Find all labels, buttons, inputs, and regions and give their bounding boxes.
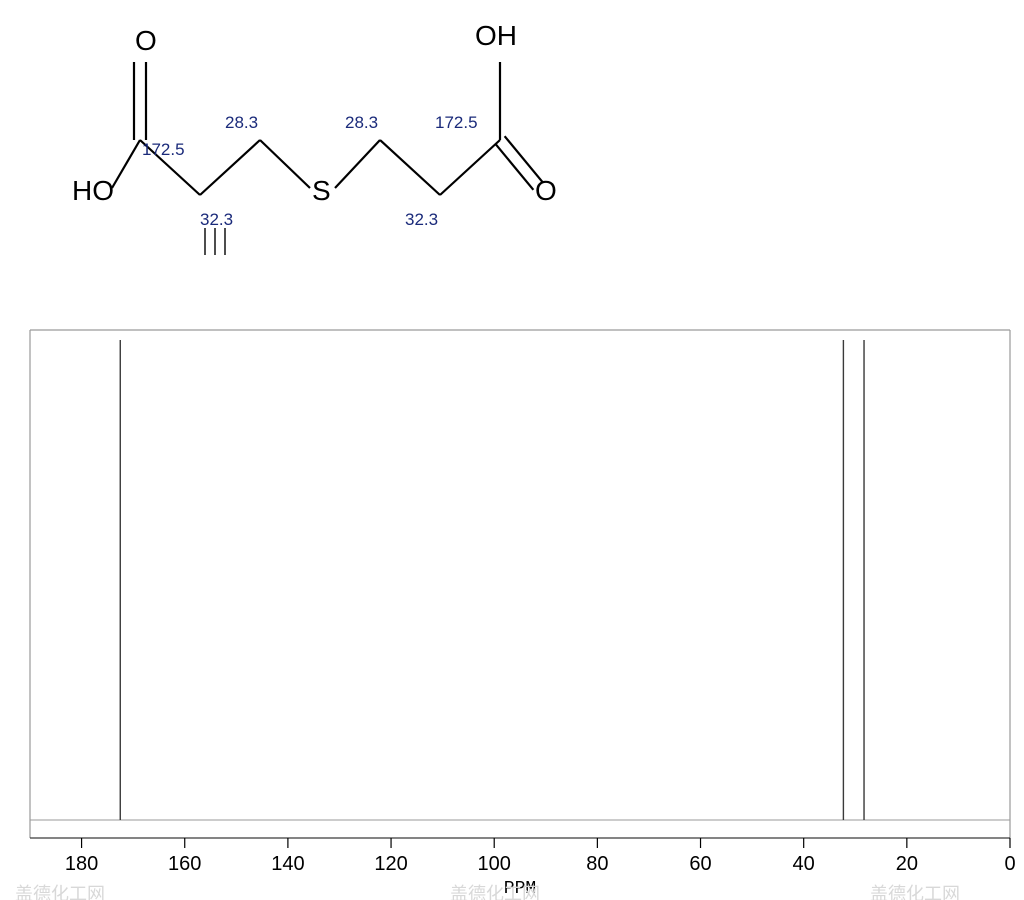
chemical-shift-label: 172.5	[142, 140, 185, 159]
chemical-shift-label: 172.5	[435, 113, 478, 132]
bond-line	[440, 140, 500, 195]
atom-label: HO	[72, 175, 114, 206]
figure-canvas: OHOSOHO172.528.328.3172.532.332.31801601…	[0, 0, 1024, 900]
chemical-shift-label: 28.3	[345, 113, 378, 132]
x-axis-label: PPM	[504, 879, 536, 899]
chemical-shift-label: 32.3	[405, 210, 438, 229]
bond-line	[495, 144, 533, 190]
chemical-shift-label: 32.3	[200, 210, 233, 229]
atom-label: S	[312, 175, 331, 206]
x-axis-tick-label: 100	[478, 853, 511, 875]
x-axis-tick-label: 140	[271, 853, 304, 875]
x-axis-tick-label: 20	[896, 853, 918, 875]
x-axis-tick-label: 60	[689, 853, 711, 875]
atom-label: OH	[475, 20, 517, 51]
x-axis-tick-label: 180	[65, 853, 98, 875]
x-axis-tick-label: 160	[168, 853, 201, 875]
chemical-shift-label: 28.3	[225, 113, 258, 132]
x-axis-tick-label: 80	[586, 853, 608, 875]
bond-line	[112, 140, 140, 188]
bond-line	[260, 140, 310, 188]
bond-line	[335, 140, 380, 188]
atom-label: O	[535, 175, 557, 206]
atom-label: O	[135, 25, 157, 56]
x-axis-tick-label: 0	[1004, 853, 1015, 875]
x-axis-tick-label: 40	[793, 853, 815, 875]
x-axis-tick-label: 120	[374, 853, 407, 875]
bond-line	[380, 140, 440, 195]
bond-line	[200, 140, 260, 195]
